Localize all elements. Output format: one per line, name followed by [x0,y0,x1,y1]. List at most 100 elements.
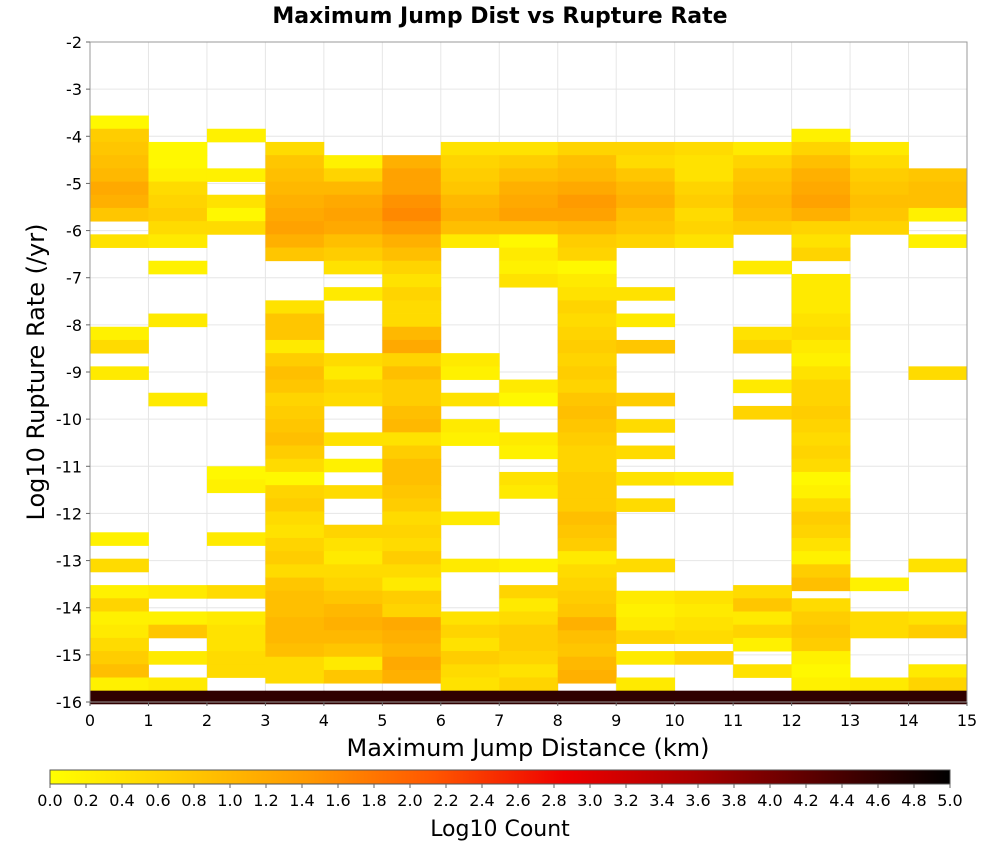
heatmap-cell [674,471,734,486]
colorbar-tick-label: 4.0 [757,791,782,810]
heatmap-cell [557,194,617,209]
heatmap-cell [265,379,325,394]
heatmap-cell [148,221,208,235]
heatmap-cell [791,287,851,301]
heatmap-cell [382,379,442,394]
heatmap-cell [265,537,325,552]
heatmap-cell [557,445,617,460]
heatmap-cell [557,273,617,288]
heatmap-cell [674,194,734,209]
heatmap-cell [791,221,851,235]
y-tick-label: -15 [56,646,82,665]
heatmap-cell [557,141,617,156]
heatmap-cell [557,511,617,526]
heatmap-cell [674,690,734,705]
heatmap-cell [265,643,325,658]
heatmap-cell [265,339,325,354]
heatmap-cell [557,577,617,592]
colorbar-label: Log10 Count [430,817,570,842]
heatmap-cell [382,366,442,380]
heatmap-cell [791,664,851,678]
heatmap-cell [557,313,617,328]
heatmap-cell [616,234,676,248]
heatmap-cell [616,603,676,618]
heatmap-cell [382,603,442,618]
heatmap-cell [908,611,968,626]
heatmap-cell [440,155,500,169]
heatmap-cell [206,651,266,665]
x-tick-label: 12 [781,711,801,730]
colorbar-tick-label: 3.4 [649,791,674,810]
heatmap-cell [382,485,442,499]
x-tick-label: 1 [143,711,153,730]
heatmap-cell [90,128,149,143]
heatmap-cell [382,260,442,275]
colorbar-tick-label: 2.4 [469,791,494,810]
heatmap-cell [908,181,968,196]
heatmap-cell [616,221,676,235]
y-tick-label: -8 [66,316,82,335]
chart-title: Maximum Jump Dist vs Rupture Rate [272,4,727,29]
heatmap-cell [265,471,325,486]
heatmap-cell [850,577,909,592]
heatmap-cell [791,577,851,592]
colorbar-tick-label: 4.4 [829,791,854,810]
heatmap-cell [791,511,851,526]
heatmap-cell [791,339,851,354]
y-tick-label: -11 [56,457,82,476]
heatmap-cell [90,624,149,639]
heatmap-cell [265,168,325,182]
heatmap-cell [90,637,149,652]
heatmap-cell [616,181,676,196]
heatmap-cell [265,617,325,631]
heatmap-cell [616,313,676,328]
heatmap-cell [323,194,383,209]
x-tick-label: 13 [840,711,860,730]
heatmap-cell [90,677,149,692]
colorbar-tick-label: 3.0 [577,791,602,810]
heatmap-cell [440,558,500,573]
heatmap-cell [557,551,617,565]
heatmap-cell [206,128,266,143]
y-tick-label: -5 [66,174,82,193]
heatmap-cell [148,155,208,169]
heatmap-cell [908,168,968,182]
colorbar-tick-label: 1.6 [325,791,350,810]
heatmap-cell [616,677,676,692]
heatmap-cell [382,617,442,631]
heatmap-cell [440,637,500,652]
heatmap-cell [499,273,559,288]
heatmap-cell [148,392,208,407]
heatmap-cell [440,207,500,222]
colorbar-tick-label: 2.2 [433,791,458,810]
heatmap-cell [499,247,559,262]
heatmap-cell [440,366,500,380]
heatmap-cell [382,405,442,420]
heatmap-cell [265,630,325,644]
heatmap-cell [382,630,442,644]
heatmap-cell [440,221,500,235]
heatmap-cell [557,537,617,552]
heatmap-cell [557,300,617,314]
heatmap-cell [616,617,676,631]
x-tick-label: 5 [377,711,387,730]
heatmap-cell [791,194,851,209]
heatmap-cell [265,690,325,705]
heatmap-cell [674,168,734,182]
heatmap-cell [616,392,676,407]
heatmap-cell [557,221,617,235]
heatmap-cell [382,326,442,341]
heatmap-cell [206,637,266,652]
heatmap-cell [557,458,617,473]
heatmap-cell [148,141,208,156]
heatmap-cell [850,624,909,639]
heatmap-cell [440,392,500,407]
heatmap-cell [265,313,325,328]
colorbar-tick-label: 4.8 [901,791,926,810]
heatmap-cell [674,651,734,665]
heatmap-cell [440,651,500,665]
heatmap-cell [557,643,617,658]
heatmap-cell [265,353,325,367]
heatmap-cell [265,181,325,196]
heatmap-cell [850,611,909,626]
